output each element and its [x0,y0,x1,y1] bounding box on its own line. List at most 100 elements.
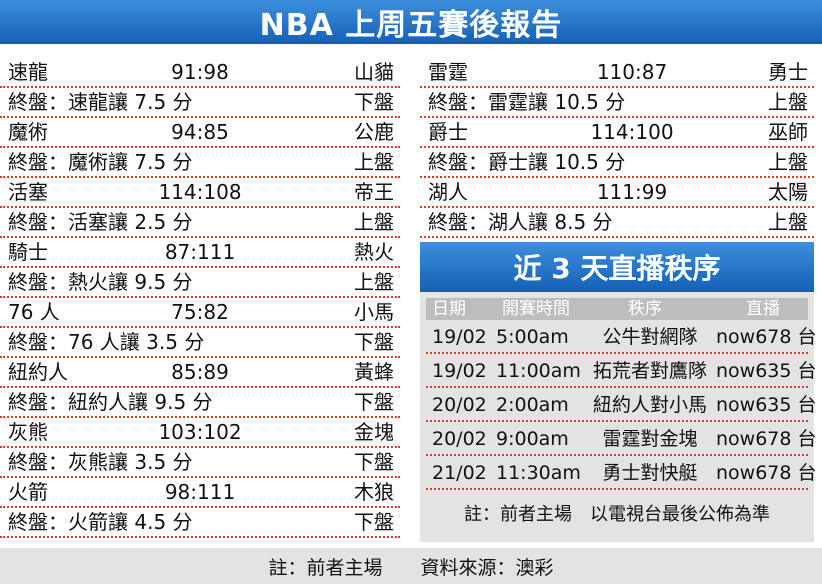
home-team: 活塞 [8,180,48,204]
handicap-outcome: 上盤 [768,210,808,234]
schedule-time: 9:00am [496,428,569,450]
handicap-row: 終盤：火箭讓 4.5 分 下盤 [0,508,400,538]
schedule-channel: now678 台 [716,462,817,484]
schedule-title: 近 3 天直播秩序 [513,252,721,285]
handicap-text: 終盤：雷霆讓 10.5 分 [428,90,626,114]
handicap-row: 終盤：76 人讓 3.5 分 下盤 [0,328,400,358]
footer-note: 註：前者主場 [268,556,383,579]
page-title: NBA 上周五賽後報告 [259,8,563,43]
schedule-time: 5:00am [496,326,569,348]
handicap-text: 終盤：活塞讓 2.5 分 [8,210,193,234]
schedule-game: 公牛對網隊 [602,326,698,348]
score: 110:87 [596,60,668,84]
away-team: 太陽 [768,180,808,204]
home-team: 騎士 [8,240,48,264]
score: 87:111 [164,240,236,264]
game-result: 速龍 91:98 山貓 終盤：速龍讓 7.5 分 下盤 [0,58,400,118]
handicap-text: 終盤：速龍讓 7.5 分 [8,90,193,114]
handicap-outcome: 下盤 [354,390,394,414]
header-date: 日期 [432,299,466,319]
away-team: 勇士 [768,60,808,84]
schedule-row: 21/02 11:30am 勇士對快艇 now678 台 [426,456,817,490]
score: 98:111 [164,480,236,504]
schedule-row: 20/02 2:00am 紐約人對小馬 now635 台 [426,388,817,422]
game-result: 活塞 114:108 帝王 終盤：活塞讓 2.5 分 上盤 [0,178,400,238]
schedule-date: 20/02 [432,428,487,450]
score-row: 灰熊 103:102 金塊 [0,418,400,448]
handicap-text: 終盤：爵士讓 10.5 分 [428,150,626,174]
schedule-channel: now678 台 [716,326,817,348]
schedule-date: 19/02 [432,360,487,382]
handicap-text: 終盤：火箭讓 4.5 分 [8,510,193,534]
away-team: 黃蜂 [354,360,394,384]
home-team: 爵士 [428,120,468,144]
schedule-row: 19/02 11:00am 拓荒者對鷹隊 now635 台 [426,354,817,388]
home-team: 紐約人 [8,360,68,384]
game-result: 雷霆 110:87 勇士 終盤：雷霆讓 10.5 分 上盤 [420,58,814,118]
game-result: 灰熊 103:102 金塊 終盤：灰熊讓 3.5 分 下盤 [0,418,400,478]
schedule-time: 11:30am [496,462,581,484]
score: 91:98 [171,60,229,84]
handicap-text: 終盤：紐約人讓 9.5 分 [8,390,213,414]
handicap-outcome: 下盤 [354,510,394,534]
handicap-row: 終盤：速龍讓 7.5 分 下盤 [0,88,400,118]
away-team: 木狼 [354,480,394,504]
header-game: 秩序 [628,299,662,319]
score: 94:85 [171,120,229,144]
handicap-text: 終盤：灰熊讓 3.5 分 [8,450,193,474]
schedule-channel: now678 台 [716,428,817,450]
game-result: 火箭 98:111 木狼 終盤：火箭讓 4.5 分 下盤 [0,478,400,538]
away-team: 帝王 [354,180,394,204]
handicap-text: 終盤：76 人讓 3.5 分 [8,330,205,354]
score-row: 魔術 94:85 公鹿 [0,118,400,148]
score-row: 爵士 114:100 巫師 [420,118,814,148]
game-result: 紐約人 85:89 黃蜂 終盤：紐約人讓 9.5 分 下盤 [0,358,400,418]
game-result: 76 人 75:82 小馬 終盤：76 人讓 3.5 分 下盤 [0,298,400,358]
score-row: 速龍 91:98 山貓 [0,58,400,88]
handicap-outcome: 下盤 [354,90,394,114]
schedule-row: 19/02 5:00am 公牛對網隊 now678 台 [426,320,817,354]
away-team: 金塊 [354,420,394,444]
game-result: 爵士 114:100 巫師 終盤：爵士讓 10.5 分 上盤 [420,118,814,178]
schedule-channel: now635 台 [716,360,817,382]
score: 114:108 [158,180,242,204]
score: 85:89 [171,360,229,384]
home-team: 速龍 [8,60,48,84]
away-team: 山貓 [354,60,394,84]
handicap-outcome: 上盤 [354,150,394,174]
handicap-row: 終盤：魔術讓 7.5 分 上盤 [0,148,400,178]
handicap-row: 終盤：雷霆讓 10.5 分 上盤 [420,88,814,118]
game-result: 騎士 87:111 熱火 終盤：熱火讓 9.5 分 上盤 [0,238,400,298]
handicap-row: 終盤：活塞讓 2.5 分 上盤 [0,208,400,238]
broadcast-schedule-panel: 近 3 天直播秩序 日期 開賽時間 秩序 直播 19/02 5:00am 公牛對… [420,242,817,542]
handicap-row: 終盤：爵士讓 10.5 分 上盤 [420,148,814,178]
footer-source: 資料來源：澳彩 [420,556,554,579]
handicap-text: 終盤：湖人讓 8.5 分 [428,210,613,234]
schedule-time: 11:00am [496,360,581,382]
handicap-outcome: 上盤 [354,210,394,234]
game-result: 魔術 94:85 公鹿 終盤：魔術讓 7.5 分 上盤 [0,118,400,178]
schedule-channel: now635 台 [716,394,817,416]
home-team: 湖人 [428,180,468,204]
schedule-header-row: 日期 開賽時間 秩序 直播 [426,298,808,320]
home-team: 魔術 [8,120,48,144]
score: 111:99 [596,180,668,204]
footer-bar: 註：前者主場 資料來源：澳彩 [0,548,822,584]
handicap-outcome: 上盤 [354,270,394,294]
schedule-row: 20/02 9:00am 雷霆對金塊 now678 台 [426,422,817,456]
score: 114:100 [590,120,674,144]
schedule-game: 勇士對快艇 [602,462,698,484]
handicap-row: 終盤：紐約人讓 9.5 分 下盤 [0,388,400,418]
handicap-row: 終盤：湖人讓 8.5 分 上盤 [420,208,814,238]
away-team: 熱火 [354,240,394,264]
score-row: 活塞 114:108 帝王 [0,178,400,208]
away-team: 小馬 [354,300,394,324]
away-team: 公鹿 [354,120,394,144]
schedule-date: 19/02 [432,326,487,348]
score-row: 76 人 75:82 小馬 [0,298,400,328]
home-team: 火箭 [8,480,48,504]
schedule-title-bar: 近 3 天直播秩序 [420,242,814,292]
handicap-outcome: 下盤 [354,330,394,354]
home-team: 雷霆 [428,60,468,84]
results-column-left: 速龍 91:98 山貓 終盤：速龍讓 7.5 分 下盤 魔術 94:85 公鹿 … [0,58,400,538]
